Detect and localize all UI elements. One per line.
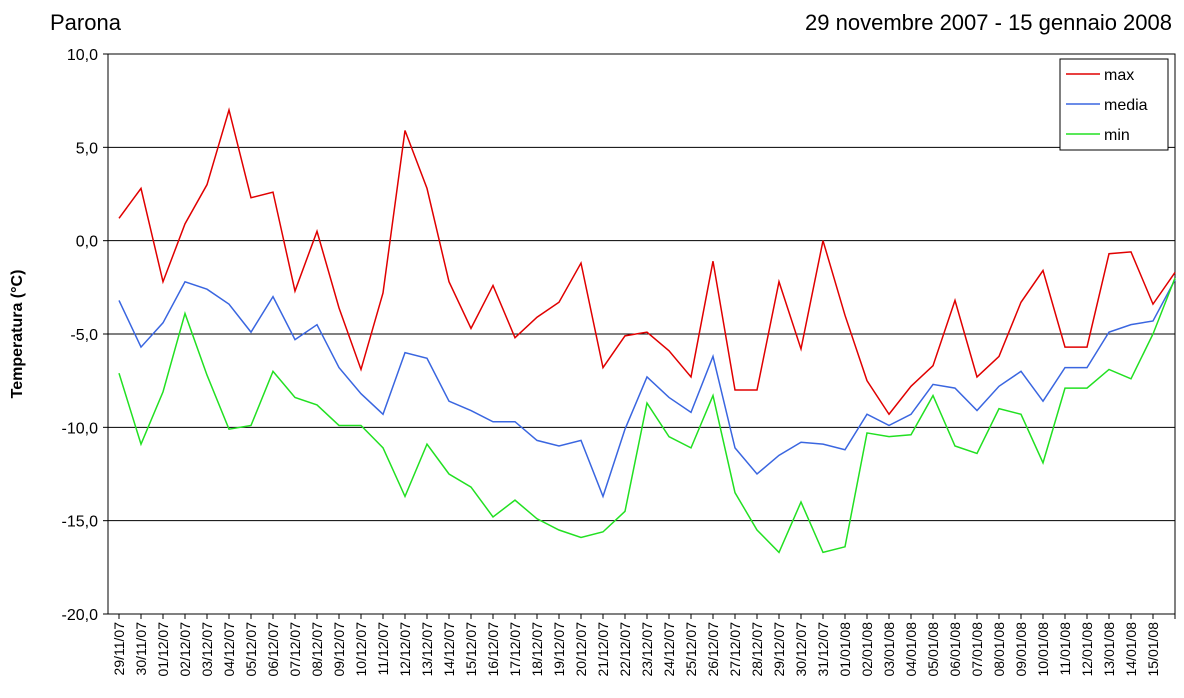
x-tick-label: 08/12/07 [309, 622, 325, 677]
x-tick-label: 31/12/07 [815, 622, 831, 677]
x-tick-label: 12/01/08 [1079, 622, 1095, 677]
x-tick-label: 28/12/07 [749, 622, 765, 677]
x-tick-label: 03/12/07 [199, 622, 215, 677]
x-tick-label: 05/01/08 [925, 622, 941, 677]
x-tick-label: 07/12/07 [287, 622, 303, 677]
y-tick-label: 0,0 [76, 234, 98, 251]
x-tick-label: 04/12/07 [221, 622, 237, 677]
y-tick-label: 5,0 [76, 140, 98, 157]
x-tick-label: 10/12/07 [353, 622, 369, 677]
x-tick-label: 30/11/07 [133, 622, 149, 676]
x-tick-label: 02/12/07 [177, 622, 193, 677]
x-tick-label: 12/12/07 [397, 622, 413, 677]
x-tick-label: 27/12/07 [727, 622, 743, 677]
x-tick-label: 25/12/07 [683, 622, 699, 677]
x-tick-label: 11/12/07 [375, 622, 391, 676]
x-tick-label: 18/12/07 [529, 622, 545, 677]
x-tick-label: 06/01/08 [947, 622, 963, 677]
y-tick-label: -5,0 [70, 327, 98, 344]
y-tick-label: -10,0 [62, 420, 99, 437]
x-tick-label: 30/12/07 [793, 622, 809, 677]
chart-title: Parona [50, 10, 122, 35]
legend-label: min [1104, 127, 1130, 144]
series-line [118, 279, 1176, 499]
x-tick-label: 29/11/07 [111, 622, 127, 676]
chart-subtitle: 29 novembre 2007 - 15 gennaio 2008 [805, 10, 1172, 35]
x-tick-label: 04/01/08 [903, 622, 919, 677]
legend-label: max [1104, 67, 1134, 84]
x-tick-label: 03/01/08 [881, 622, 897, 677]
x-tick-label: 21/12/07 [595, 622, 611, 677]
x-tick-label: 02/01/08 [859, 622, 875, 677]
x-tick-label: 08/01/08 [991, 622, 1007, 677]
x-tick-label: 01/12/07 [155, 622, 171, 677]
x-tick-label: 26/12/07 [705, 622, 721, 677]
x-tick-label: 15/12/07 [463, 622, 479, 677]
x-tick-label: 24/12/07 [661, 622, 677, 677]
x-tick-label: 15/01/08 [1145, 622, 1161, 677]
x-tick-label: 29/12/07 [771, 622, 787, 677]
series-line [118, 107, 1176, 416]
x-tick-label: 20/12/07 [573, 622, 589, 677]
x-tick-label: 19/12/07 [551, 622, 567, 677]
x-tick-label: 06/12/07 [265, 622, 281, 677]
y-tick-label: 10,0 [67, 47, 98, 64]
x-tick-label: 01/01/08 [837, 622, 853, 677]
x-tick-label: 10/01/08 [1035, 622, 1051, 677]
x-tick-label: 17/12/07 [507, 622, 523, 677]
x-tick-label: 14/12/07 [441, 622, 457, 677]
x-tick-label: 09/12/07 [331, 622, 347, 677]
x-tick-label: 11/01/08 [1057, 622, 1073, 676]
y-tick-label: -20,0 [62, 607, 99, 624]
x-tick-label: 09/01/08 [1013, 622, 1029, 677]
x-tick-label: 16/12/07 [485, 622, 501, 677]
x-tick-label: 14/01/08 [1123, 622, 1139, 677]
x-tick-label: 22/12/07 [617, 622, 633, 677]
x-tick-label: 23/12/07 [639, 622, 655, 677]
series-line [118, 277, 1176, 554]
y-tick-label: -15,0 [62, 514, 99, 531]
x-tick-label: 05/12/07 [243, 622, 259, 677]
x-tick-label: 13/12/07 [419, 622, 435, 677]
x-tick-label: 13/01/08 [1101, 622, 1117, 677]
y-axis-label: Temperatura (°C) [9, 270, 26, 399]
x-tick-label: 07/01/08 [969, 622, 985, 677]
legend-label: media [1104, 97, 1148, 114]
